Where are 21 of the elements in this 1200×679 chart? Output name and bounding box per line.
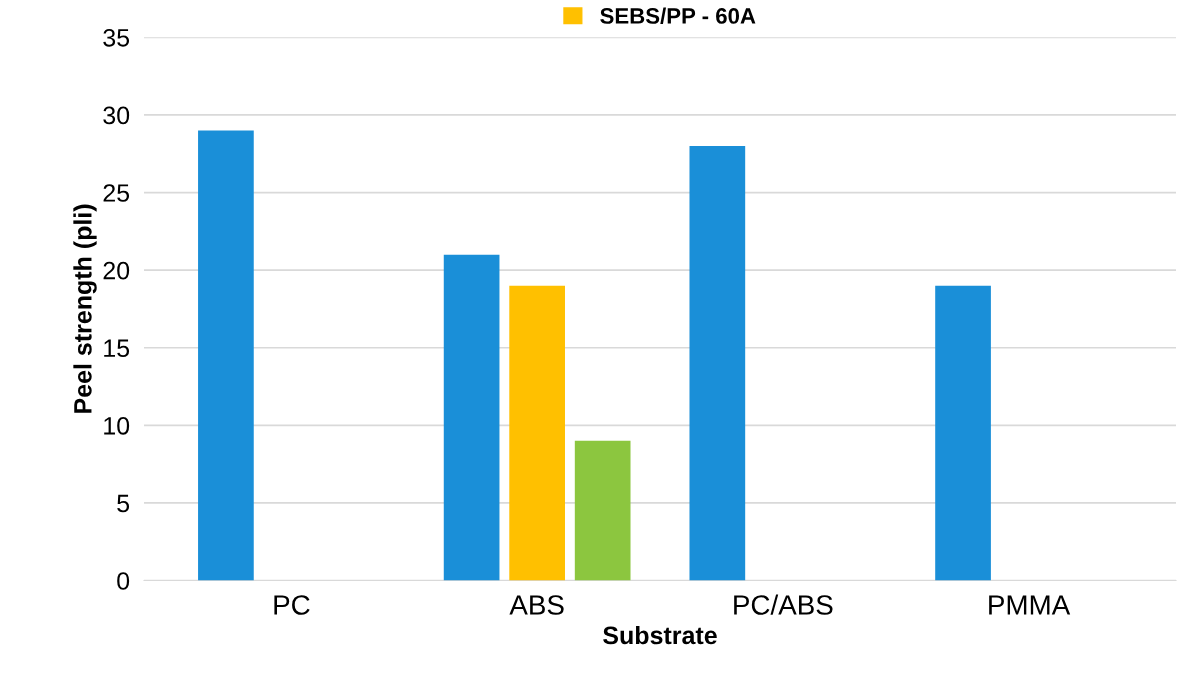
y-tick-label: 0: [117, 572, 130, 590]
y-tick-label: 25: [103, 184, 130, 202]
y-tick-label: 10: [104, 416, 130, 435]
x-tick-label: PC/ABS: [734, 594, 833, 615]
y-tick-label: 15: [104, 339, 130, 358]
y-tick-label: 20: [103, 261, 130, 280]
bar: [198, 130, 254, 581]
bar: [689, 145, 746, 581]
y-axis-title: Peel strength (pli): [73, 204, 97, 413]
bar: [935, 285, 991, 581]
y-tick-label: 35: [103, 28, 130, 47]
y-tick-label: 30: [103, 106, 130, 125]
bar: [574, 440, 631, 581]
x-tick-label: PC: [274, 595, 310, 615]
y-tick-label: 5: [117, 494, 130, 513]
bar: [443, 254, 500, 581]
x-tick-label: PMMA: [989, 595, 1071, 615]
bar: [509, 285, 565, 581]
x-axis-title: Substrate: [603, 625, 717, 645]
x-tick-label: ABS: [509, 595, 564, 615]
legend-label: SEBS/PP - 60A: [600, 7, 756, 25]
